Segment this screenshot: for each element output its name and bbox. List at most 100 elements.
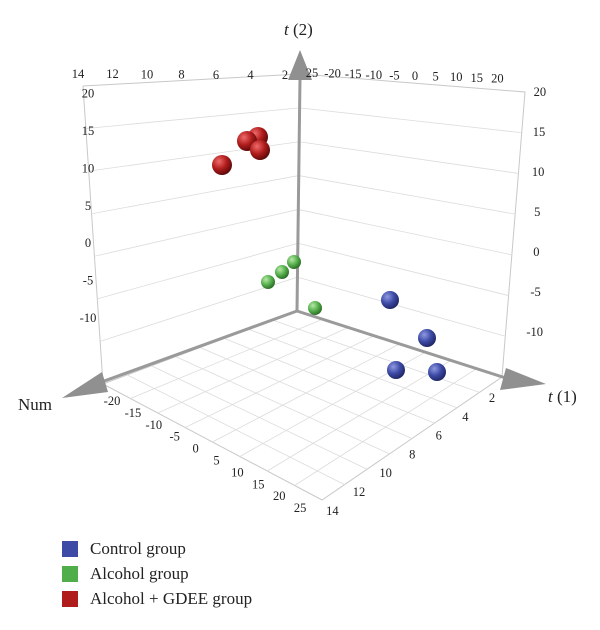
point-alcohol-group	[261, 275, 275, 289]
point-alcohol-group	[287, 255, 301, 269]
t2-tick-label-left: 0	[85, 236, 91, 250]
top-tick-label: 10	[450, 70, 463, 84]
point-control-group	[418, 329, 436, 347]
t2-tick-label-right: 15	[533, 125, 546, 139]
t2-tick-label-right: -5	[530, 285, 540, 299]
grid-lines	[85, 107, 522, 486]
num-tick-label: -15	[125, 406, 142, 420]
t1-tick-label: 14	[326, 504, 339, 518]
t2-tick-label-left: -10	[80, 311, 97, 325]
floor-grid-line	[212, 343, 400, 443]
top-tick-label: 2	[282, 68, 288, 82]
t2-tick-label-right: 5	[534, 205, 540, 219]
legend-swatch-alcohol-gdee	[62, 590, 78, 607]
t2-tick-label-left: -5	[83, 274, 93, 288]
floor-grid-line	[248, 328, 458, 409]
num-tick-label: -5	[169, 430, 179, 444]
top-tick-label: 8	[178, 68, 184, 82]
num-axis-label: Num	[18, 395, 52, 414]
num-tick-label: -10	[145, 418, 162, 432]
data-points	[212, 127, 446, 381]
t2-tick-label-left: 10	[82, 161, 95, 175]
back-grid-line	[299, 107, 522, 134]
t1-tick-label: 10	[379, 466, 392, 480]
top-tick-label: 20	[491, 71, 504, 85]
floor-grid-line	[272, 319, 480, 393]
legend-item-alcohol: Alcohol group	[62, 561, 252, 586]
top-tick-label: 10	[141, 67, 154, 81]
top-tick-label: -10	[365, 68, 382, 82]
t2-tick-label-right: -10	[526, 325, 543, 339]
t1-tick-label: 8	[409, 447, 415, 461]
point-alcohol-gdee-group	[212, 155, 232, 175]
floor-border	[102, 376, 503, 501]
back-right-pane-border	[296, 73, 526, 378]
t1-axis-line	[296, 309, 513, 382]
t1-axis-label: t (1)	[548, 387, 577, 406]
t1-tick-label: 6	[436, 429, 442, 443]
legend-label-control: Control group	[90, 538, 186, 558]
point-control-group	[381, 291, 399, 309]
t1-tick-label: 4	[462, 410, 469, 424]
top-tick-label: -5	[389, 68, 399, 82]
top-tick-label: 4	[247, 68, 254, 82]
num-tick-label: 20	[273, 489, 286, 503]
t2-axis-line	[295, 77, 302, 312]
floor-grid-line	[267, 360, 451, 472]
axis-lines	[62, 50, 546, 398]
t2-tick-label-left: 15	[82, 124, 95, 138]
legend-label-alcohol: Alcohol group	[90, 563, 189, 583]
top-tick-label: -20	[324, 67, 341, 81]
floor-grid-line	[224, 338, 435, 424]
legend-item-control: Control group	[62, 536, 252, 561]
t2-tick-label-left: 20	[82, 86, 95, 100]
floor-grid-line	[294, 368, 477, 486]
top-tick-label: 14	[72, 67, 85, 81]
num-tick-label: -20	[104, 394, 121, 408]
num-tick-label: 0	[192, 442, 198, 456]
point-alcohol-gdee-group	[250, 140, 270, 160]
t1-tick-label: 2	[489, 391, 495, 405]
num-axis-line	[95, 309, 298, 386]
t2-axis-arrow	[288, 50, 312, 80]
t2-tick-label-right: 0	[533, 245, 539, 259]
num-tick-label: 5	[213, 454, 219, 468]
t1-tick-label: 12	[353, 485, 366, 499]
num-tick-label: 15	[252, 477, 265, 491]
legend-label-alcohol-gdee: Alcohol + GDEE group	[90, 588, 253, 608]
top-tick-label: 5	[432, 70, 438, 84]
t2-tick-label-right: 20	[534, 85, 547, 99]
point-alcohol-group	[275, 265, 289, 279]
back-grid-line	[299, 141, 519, 174]
back-left-pane-border	[82, 73, 301, 385]
back-grid-line	[297, 242, 509, 296]
t1-axis-arrow	[500, 368, 546, 390]
point-control-group	[428, 363, 446, 381]
point-control-group	[387, 361, 405, 379]
top-tick-label: 0	[412, 69, 418, 83]
num-axis-arrow	[62, 372, 108, 398]
back-grid-line	[91, 175, 299, 215]
num-tick-label: 10	[231, 465, 244, 479]
top-tick-label: 6	[213, 68, 219, 82]
legend-swatch-alcohol	[62, 565, 78, 582]
back-grid-line	[94, 209, 299, 257]
t2-tick-label-right: 10	[532, 165, 545, 179]
t2-axis-label: t (2)	[284, 20, 313, 39]
legend-swatch-control	[62, 540, 78, 557]
top-tick-label: 25	[306, 66, 319, 80]
back-grid-line	[298, 175, 516, 215]
legend: Control group Alcohol group Alcohol + GD…	[62, 536, 252, 611]
plot-box	[82, 73, 526, 501]
top-tick-label: 12	[106, 67, 119, 81]
back-grid-line	[298, 209, 512, 256]
back-grid-line	[97, 242, 298, 300]
top-tick-label: -15	[345, 67, 362, 81]
num-tick-label: 25	[294, 501, 307, 515]
legend-item-alcohol-gdee: Alcohol + GDEE group	[62, 586, 252, 611]
top-tick-label: 15	[471, 71, 484, 85]
back-grid-line	[297, 276, 506, 337]
t2-tick-label-left: 5	[85, 199, 91, 213]
